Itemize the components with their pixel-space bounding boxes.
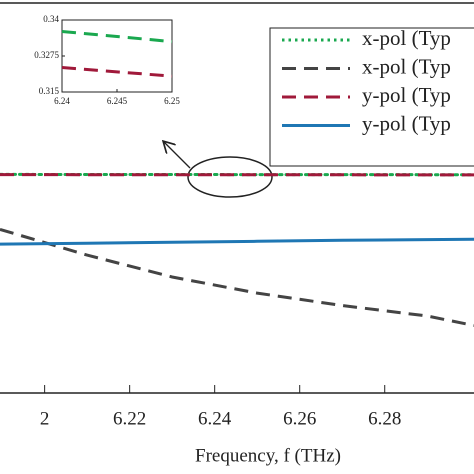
legend-label: y-pol (Typ — [362, 83, 451, 107]
zoom-arrow — [164, 142, 191, 169]
legend-label: y-pol (Typ — [362, 111, 451, 135]
x-tick-label: 2 — [40, 408, 50, 429]
plot-frame — [0, 2, 474, 394]
series-line — [61, 30, 173, 44]
x-tick-label: 6.28 — [368, 408, 401, 429]
legend-label: x-pol (Typ — [362, 54, 451, 78]
x-tick-label: 6.24 — [54, 96, 70, 106]
y-tick-label: 0.3275 — [34, 50, 59, 60]
inset-frame — [61, 19, 173, 93]
y-tick-label: 0.315 — [39, 86, 60, 96]
x-tick-label: 6.22 — [113, 408, 146, 429]
x-axis-label: Frequency, f (THz) — [195, 445, 341, 466]
series-line — [61, 66, 173, 78]
x-tick-label: 6.24 — [198, 408, 232, 429]
series-line — [0, 237, 474, 246]
legend-label: x-pol (Typ — [362, 26, 451, 50]
x-tick-label: 6.26 — [283, 408, 316, 429]
y-tick-label: 0.34 — [43, 14, 59, 24]
x-tick-label: 6.25 — [164, 96, 180, 106]
zoom-ellipse — [187, 156, 273, 198]
series-line — [0, 227, 474, 327]
x-tick-label: 6.245 — [107, 96, 128, 106]
